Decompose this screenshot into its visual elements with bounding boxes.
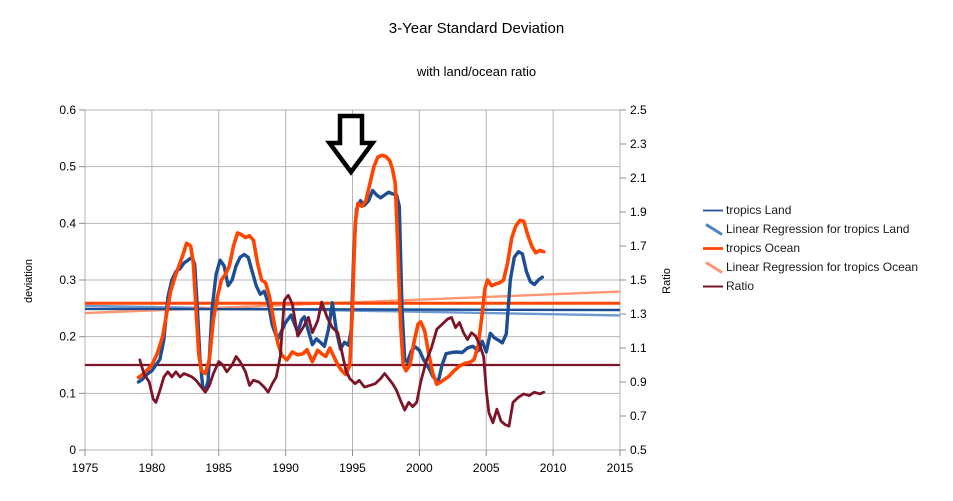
x-axis-tick-label: 2015: [607, 461, 634, 475]
right-axis-tick-label: 1.5: [630, 273, 647, 287]
x-axis-tick-label: 1985: [205, 461, 232, 475]
legend-item-linreg-tropics-ocean: Linear Regression for tropics Ocean: [702, 260, 918, 274]
data-series: [84, 153, 621, 428]
legend-item-linreg-tropics-land: Linear Regression for tropics Land: [702, 222, 918, 236]
line-marker-icon: [703, 285, 723, 287]
axis-ticks: [79, 109, 626, 456]
annotation-down-arrow-icon: [325, 113, 377, 176]
left-axis-tick-label: 0.2: [59, 330, 76, 344]
legend-item-label: Linear Regression for tropics Ocean: [726, 260, 919, 274]
axis-tick-labels: 0 0.1 0.2 0.3 0.4 0.5 0.6 0.5 0.7 0.9 1.1 1.3 1.5 1.7…: [59, 103, 647, 475]
chart-title: 3-Year Standard Deviation: [388, 20, 565, 37]
line-marker-icon: [703, 246, 723, 250]
line-marker-icon: [703, 209, 723, 211]
right-axis-tick-label: 1.3: [630, 307, 647, 321]
right-axis-tick-label: 0.9: [630, 375, 647, 389]
legend-item-ratio: Ratio: [702, 279, 918, 293]
x-axis-tick-label: 1975: [72, 461, 99, 475]
x-axis-tick-label: 1990: [272, 461, 299, 475]
legend-item-label: Linear Regression for tropics Land: [726, 222, 910, 236]
right-axis-tick-label: 1.7: [630, 239, 647, 253]
right-axis-tick-label: 2.5: [630, 103, 647, 117]
right-axis-tick-label: 2.1: [630, 171, 647, 185]
left-axis-tick-label: 0.1: [59, 386, 76, 400]
legend: tropics Land Linear Regression for tropic…: [702, 203, 918, 293]
x-axis-tick-label: 1995: [339, 461, 366, 475]
left-axis-tick-label: 0.5: [59, 160, 76, 174]
left-axis-tick-label: 0.3: [59, 273, 76, 287]
right-axis-tick-label: 1.9: [630, 205, 647, 219]
legend-item-tropics-ocean: tropics Ocean: [702, 241, 918, 255]
x-axis-tick-label: 1980: [139, 461, 166, 475]
legend-item-tropics-land: tropics Land: [702, 203, 918, 217]
series-tropics-ocean: [136, 153, 546, 387]
x-axis-tick-label: 2010: [540, 461, 567, 475]
series-ratio: [138, 293, 546, 428]
legend-item-label: tropics Ocean: [726, 241, 801, 255]
x-axis-tick-label: 2005: [473, 461, 500, 475]
diagonal-line-marker-icon: [705, 260, 723, 274]
right-axis-tick-label: 0.7: [630, 409, 647, 423]
chart-subtitle: with land/ocean ratio: [416, 64, 537, 79]
legend-item-label: Ratio: [726, 279, 755, 293]
right-axis-tick-label: 2.3: [630, 137, 647, 151]
right-axis-tick-label: 0.5: [630, 443, 647, 457]
right-axis-tick-label: 1.1: [630, 341, 647, 355]
left-axis-tick-label: 0.6: [59, 103, 76, 117]
diagonal-line-marker-icon: [705, 222, 723, 236]
legend-item-label: tropics Land: [726, 203, 792, 217]
left-axis-tick-label: 0.4: [59, 216, 76, 230]
left-axis-tick-label: 0: [69, 443, 76, 457]
x-axis-tick-label: 2000: [406, 461, 433, 475]
